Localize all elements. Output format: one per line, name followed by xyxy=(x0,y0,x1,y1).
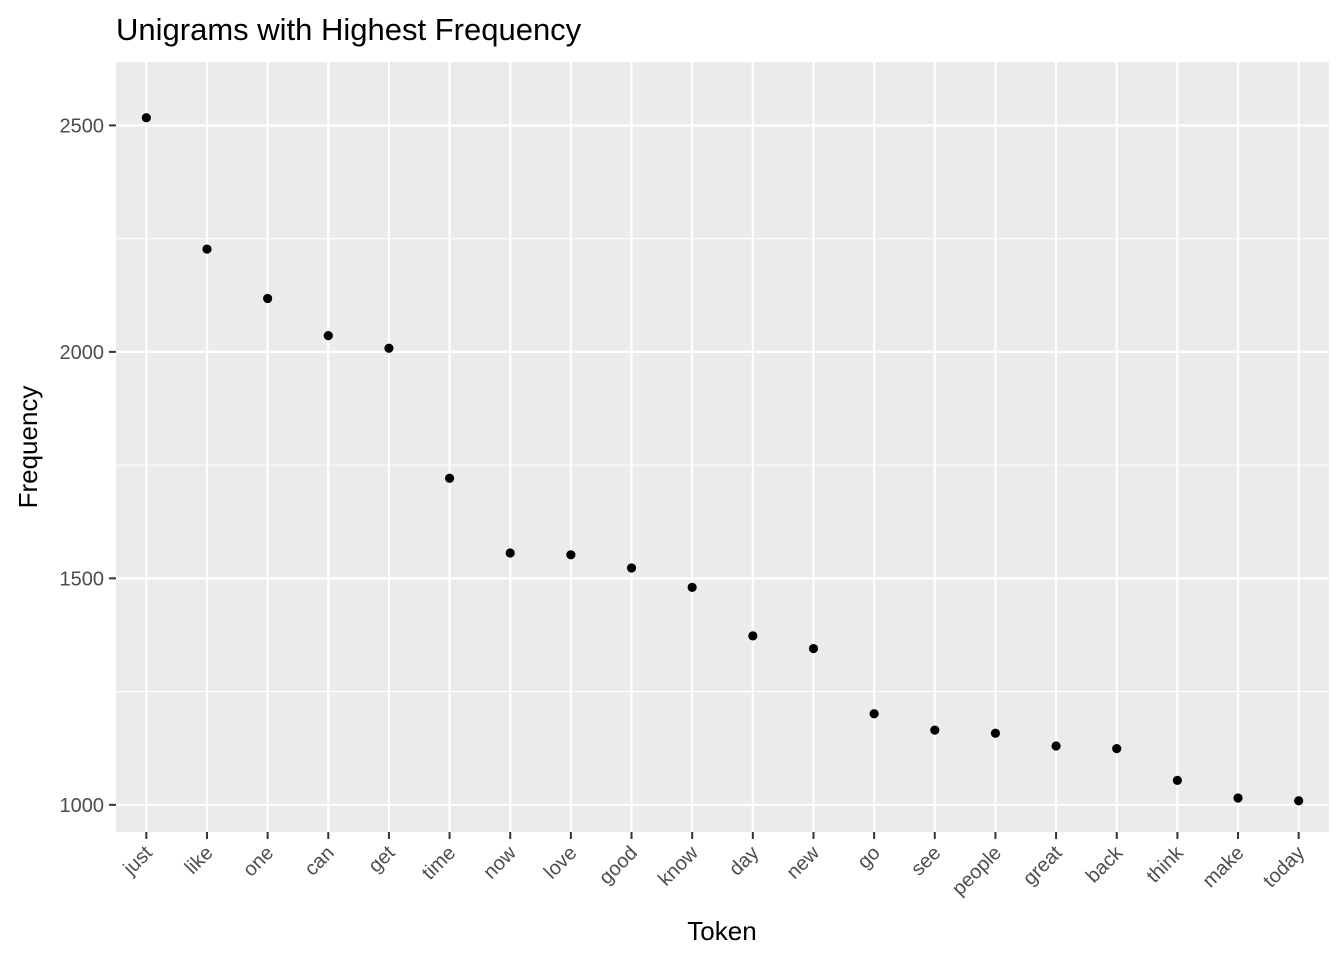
x-tick-label: see xyxy=(907,842,945,880)
data-point-new xyxy=(808,643,819,654)
data-point-one xyxy=(263,293,273,304)
data-point-great xyxy=(1051,741,1061,751)
data-point-now xyxy=(505,548,515,558)
data-point-back xyxy=(1112,744,1122,754)
x-tick-label: today xyxy=(1259,842,1309,892)
data-point-good xyxy=(626,563,637,573)
data-point-think xyxy=(1172,775,1182,785)
x-tick-label: day xyxy=(725,842,763,880)
data-points xyxy=(141,113,1304,806)
x-tick-label: make xyxy=(1198,842,1248,892)
data-point-make xyxy=(1233,793,1243,803)
y-tick-label: 1500 xyxy=(60,568,105,590)
x-tick-label: good xyxy=(595,842,642,889)
x-tick-label: new xyxy=(783,842,825,884)
data-point-like xyxy=(202,244,212,254)
plot-panel xyxy=(116,62,1329,832)
data-point-people xyxy=(990,728,1001,738)
y-tick-label: 2000 xyxy=(60,342,105,364)
major-gridlines xyxy=(116,62,1329,832)
data-point-day xyxy=(748,631,758,641)
y-axis-title: Frequency xyxy=(13,386,43,509)
x-tick-label: now xyxy=(479,842,521,884)
x-tick-label: know xyxy=(654,842,703,891)
x-tick-label: great xyxy=(1019,842,1067,890)
x-axis-title: Token xyxy=(687,916,756,946)
y-tick-label: 1000 xyxy=(60,795,105,817)
x-axis: just like one can get time now love good know day n… xyxy=(119,832,1309,900)
x-tick-label: back xyxy=(1082,841,1128,887)
x-tick-label: time xyxy=(418,842,460,884)
data-point-love xyxy=(566,550,576,560)
x-tick-label: think xyxy=(1142,841,1188,887)
data-point-go xyxy=(869,709,879,719)
y-axis: 1000 1500 2000 2500 xyxy=(60,115,116,817)
data-point-just xyxy=(141,113,151,123)
x-tick-label: like xyxy=(181,842,218,879)
x-tick-label: one xyxy=(239,842,278,881)
data-point-can xyxy=(323,330,333,341)
chart-title: Unigrams with Highest Frequency xyxy=(116,12,582,47)
y-tick-label: 2500 xyxy=(60,115,105,137)
data-point-time xyxy=(444,473,455,483)
minor-gridlines xyxy=(116,238,1329,693)
data-point-see xyxy=(930,725,940,735)
data-point-get xyxy=(384,343,394,353)
data-point-know xyxy=(687,582,697,593)
x-tick-label: just xyxy=(119,842,158,881)
x-tick-label: can xyxy=(300,842,338,880)
data-point-today xyxy=(1294,796,1304,806)
x-tick-label: go xyxy=(853,842,884,873)
x-tick-label: get xyxy=(364,842,400,878)
x-tick-label: people xyxy=(948,842,1006,900)
x-tick-label: love xyxy=(540,842,582,884)
